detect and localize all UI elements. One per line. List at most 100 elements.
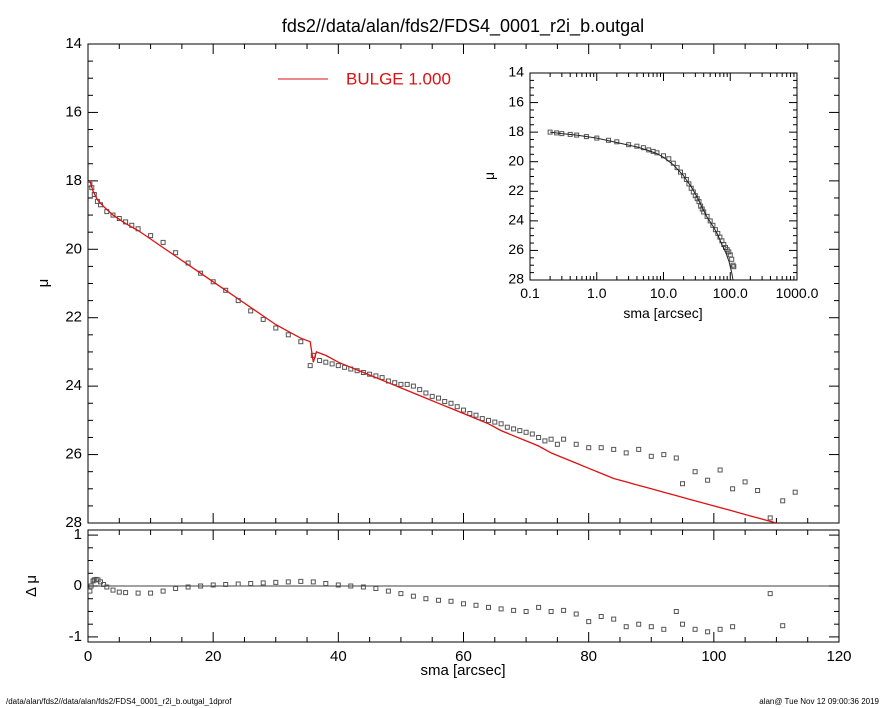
residual-x-tick-label-5: 100 bbox=[701, 648, 726, 665]
main-data-point bbox=[705, 477, 711, 483]
residual-data-point bbox=[548, 609, 554, 614]
residual-data-point bbox=[273, 579, 279, 585]
residual-data-point bbox=[160, 588, 166, 594]
main-data-point bbox=[173, 250, 179, 256]
residual-data-point bbox=[448, 598, 454, 604]
main-data-point bbox=[542, 438, 548, 444]
residual-data-point bbox=[110, 587, 116, 593]
inset-x-tick-label-2: 10.0 bbox=[650, 285, 677, 301]
main-y-tick-label-2: 18 bbox=[65, 172, 82, 189]
residual-data-point bbox=[88, 583, 94, 589]
residual-data-point bbox=[148, 590, 154, 596]
main-data-point bbox=[648, 453, 654, 459]
main-data-point bbox=[429, 393, 435, 399]
residual-x-tick-label-3: 60 bbox=[455, 648, 472, 665]
main-data-point bbox=[717, 467, 723, 473]
main-data-layer bbox=[88, 180, 798, 523]
residual-data-point bbox=[717, 626, 723, 632]
main-data-point bbox=[598, 445, 604, 451]
main-data-point bbox=[329, 361, 335, 367]
main-data-point bbox=[573, 441, 579, 447]
residual-data-point bbox=[486, 604, 491, 610]
main-data-point bbox=[486, 417, 491, 423]
main-data-point bbox=[323, 359, 329, 365]
inset-y-axis-label: μ bbox=[481, 172, 497, 180]
residual-data-point bbox=[692, 626, 698, 632]
main-data-point bbox=[160, 239, 166, 245]
residual-panel: 0 20 40 60 80 100 120-101 sma [arcsec] Δ μ bbox=[23, 526, 852, 679]
main-y-axis-label: μ bbox=[35, 279, 52, 288]
inset-data-point bbox=[678, 169, 683, 175]
residual-data-point bbox=[705, 629, 711, 635]
residual-data-point bbox=[473, 602, 479, 608]
residual-data-point bbox=[185, 584, 191, 590]
residual-data-point bbox=[310, 579, 316, 585]
footer-user-timestamp: alan@ Tue Nov 12 09:00:36 2019 bbox=[759, 697, 879, 706]
inset-background bbox=[530, 73, 797, 280]
residual-data-point bbox=[360, 584, 366, 590]
residual-data-point bbox=[780, 623, 786, 629]
residual-data-point bbox=[260, 580, 266, 586]
residual-data-point bbox=[248, 581, 254, 586]
inset-data-point bbox=[681, 173, 687, 179]
main-data-point bbox=[636, 446, 642, 452]
residual-data-point bbox=[523, 609, 529, 614]
residual-data-layer bbox=[88, 576, 839, 635]
main-y-tick-label-3: 20 bbox=[65, 240, 82, 257]
main-data-point bbox=[198, 270, 204, 276]
inset-data-layer bbox=[547, 129, 737, 280]
residual-data-point bbox=[116, 589, 122, 595]
main-data-point bbox=[442, 399, 448, 404]
main-data-point bbox=[260, 316, 266, 322]
main-data-point bbox=[285, 332, 291, 338]
main-data-point bbox=[730, 486, 736, 492]
inset-data-point bbox=[731, 264, 737, 270]
residual-data-point bbox=[636, 621, 642, 627]
residual-x-tick-label-6: 120 bbox=[826, 648, 851, 665]
main-data-point bbox=[248, 308, 254, 314]
main-data-point bbox=[548, 436, 554, 442]
residual-x-tick-label-2: 40 bbox=[330, 648, 347, 665]
main-data-point bbox=[523, 429, 529, 435]
residual-data-point bbox=[611, 616, 617, 622]
residual-x-axis-label: sma [arcsec] bbox=[420, 662, 505, 679]
main-data-point bbox=[273, 325, 279, 331]
inset-y-tick-label-7: 28 bbox=[508, 271, 524, 287]
residual-x-tick-label-4: 80 bbox=[580, 648, 597, 665]
inset-log-panel: 0.1 1.0 10.0 100.0 1000.0 14 16 18 20 22 24 26 28 sm… bbox=[481, 64, 819, 321]
residual-data-point bbox=[561, 607, 567, 613]
residual-data-point bbox=[767, 591, 773, 597]
inset-x-tick-label-1: 1.0 bbox=[587, 285, 607, 301]
main-data-point bbox=[742, 479, 748, 485]
main-data-point bbox=[661, 452, 667, 458]
inset-data-point bbox=[729, 256, 735, 262]
residual-data-point bbox=[673, 609, 679, 614]
main-data-point bbox=[767, 515, 773, 521]
legend-label-bulge: BULGE 1.000 bbox=[346, 69, 451, 88]
main-data-point bbox=[536, 435, 542, 440]
residual-data-point bbox=[680, 621, 685, 627]
main-data-point bbox=[755, 488, 761, 493]
footer-file-path: /data/alan/fds2//data/alan/fds2/FDS4_000… bbox=[6, 697, 232, 706]
main-data-point bbox=[498, 421, 504, 427]
main-data-point bbox=[335, 363, 341, 369]
residual-data-point bbox=[198, 583, 204, 589]
inset-x-tick-label-3: 100.0 bbox=[713, 285, 748, 301]
main-data-point bbox=[404, 381, 410, 387]
residual-data-point bbox=[373, 586, 379, 591]
main-data-point bbox=[454, 404, 460, 410]
legend: BULGE 1.000 bbox=[278, 69, 451, 88]
main-data-point bbox=[223, 287, 229, 293]
inset-model-line bbox=[550, 131, 734, 280]
residual-data-point bbox=[410, 593, 416, 599]
residual-ticks: 0 20 40 60 80 100 120-101 bbox=[69, 526, 852, 665]
main-data-point bbox=[110, 212, 116, 218]
residual-data-point bbox=[536, 604, 542, 610]
residual-data-point bbox=[323, 581, 329, 586]
main-y-tick-label-1: 16 bbox=[65, 103, 82, 120]
residual-data-point bbox=[285, 579, 291, 585]
main-data-point bbox=[360, 370, 366, 375]
residual-series-layer bbox=[88, 576, 786, 635]
inset-y-tick-label-3: 20 bbox=[508, 152, 524, 168]
